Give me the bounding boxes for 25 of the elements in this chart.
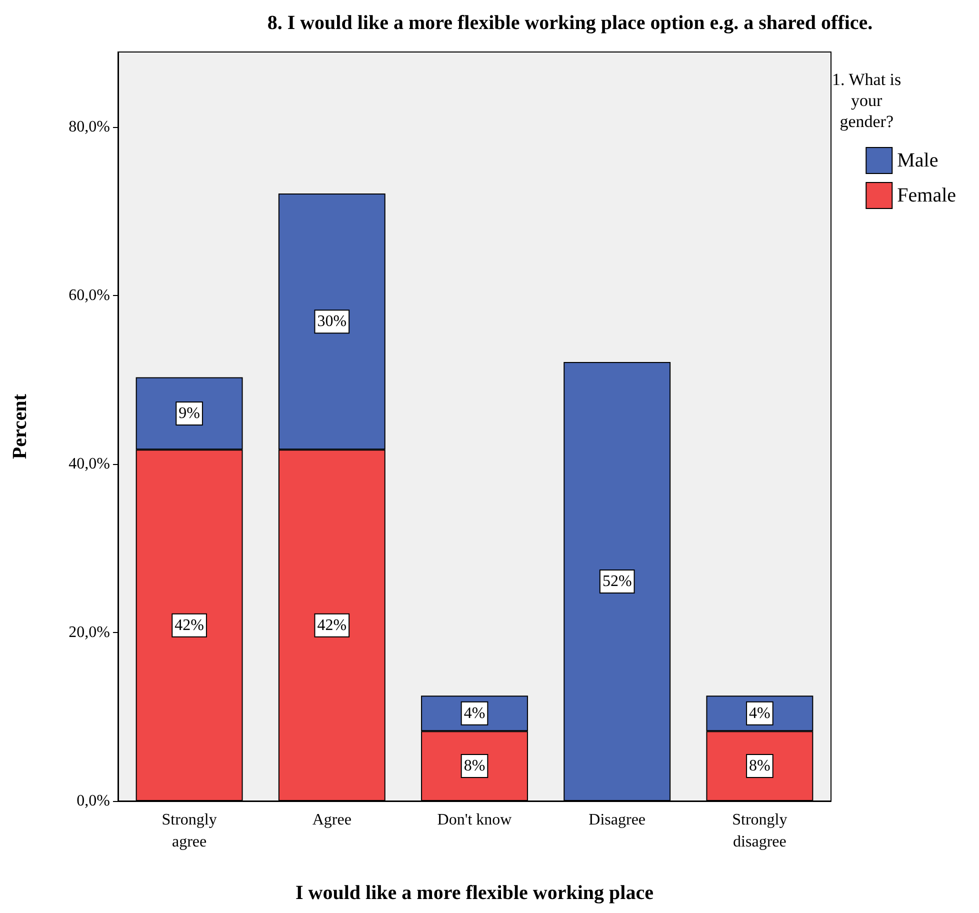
y-tick-label: 0,0%	[76, 792, 110, 810]
legend-label: Female	[897, 184, 956, 206]
chart-title: 8. I would like a more flexible working place option e.g. a shared office.	[267, 12, 873, 34]
data-label: 9%	[178, 404, 200, 422]
data-label: 30%	[317, 313, 347, 330]
data-label: 52%	[602, 573, 632, 590]
data-label: 42%	[174, 616, 204, 634]
x-axis-title: I would like a more flexible working place	[296, 882, 654, 904]
data-label: 42%	[317, 616, 347, 634]
x-tick-label: Agree	[312, 812, 352, 828]
y-axis-title: Percent	[9, 394, 31, 460]
x-tick-label: Disagree	[588, 812, 646, 828]
x-tick-label: Strongly disagree	[732, 812, 788, 850]
x-tick-label: Don't know	[437, 812, 512, 828]
y-tick-label: 40,0%	[68, 455, 110, 472]
y-tick-label: 80,0%	[68, 118, 110, 136]
legend-title: 1. What is your gender?	[832, 70, 902, 131]
x-tick-label: Strongly agree	[162, 812, 217, 850]
data-label: 4%	[464, 704, 486, 722]
y-tick-label: 20,0%	[68, 624, 110, 641]
legend-label: Male	[897, 150, 938, 172]
y-tick-label: 60,0%	[68, 286, 110, 304]
data-label: 8%	[464, 758, 486, 775]
data-label: 4%	[749, 704, 770, 722]
data-label: 8%	[749, 758, 770, 775]
